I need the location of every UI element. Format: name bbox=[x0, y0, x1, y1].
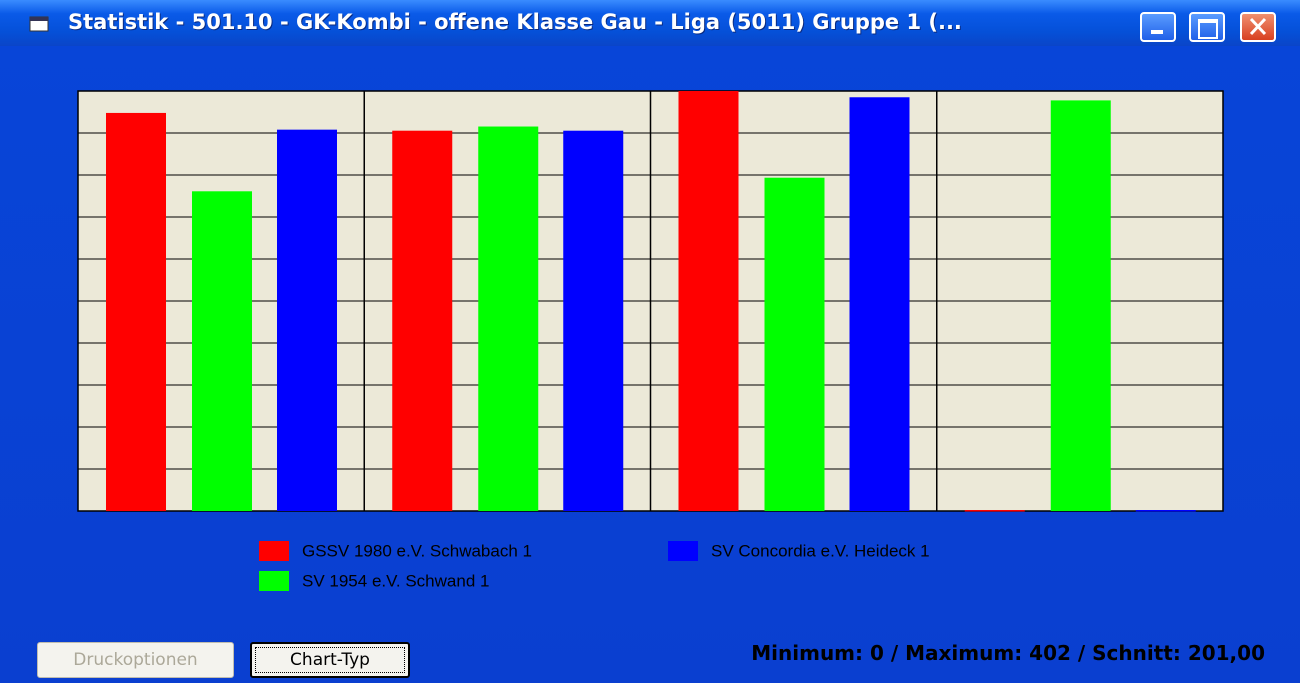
legend-swatch bbox=[259, 571, 289, 591]
bar bbox=[678, 91, 739, 511]
window-title: Statistik - 501.10 - GK-Kombi - offene K… bbox=[68, 10, 962, 34]
legend-label: GSSV 1980 e.V. Schwabach 1 bbox=[302, 541, 532, 560]
close-button[interactable] bbox=[1240, 12, 1276, 42]
bar bbox=[392, 130, 453, 512]
bar bbox=[764, 177, 825, 511]
maximize-button[interactable] bbox=[1189, 12, 1225, 42]
bar bbox=[1050, 100, 1111, 511]
title-bar: Statistik - 501.10 - GK-Kombi - offene K… bbox=[0, 0, 1300, 46]
bar bbox=[478, 126, 539, 511]
bar bbox=[106, 112, 166, 511]
legend-swatch bbox=[668, 541, 698, 561]
legend-label: SV Concordia e.V. Heideck 1 bbox=[711, 541, 930, 560]
chart-type-button[interactable]: Chart-Typ bbox=[250, 642, 410, 678]
bar bbox=[563, 130, 624, 512]
status-text: Minimum: 0 / Maximum: 402 / Schnitt: 201… bbox=[751, 641, 1265, 665]
close-icon bbox=[1249, 17, 1267, 36]
bar bbox=[964, 510, 1025, 512]
bar bbox=[192, 191, 252, 511]
bar bbox=[277, 129, 337, 511]
legend-label: SV 1954 e.V. Schwand 1 bbox=[302, 571, 489, 590]
minimize-button[interactable] bbox=[1140, 12, 1176, 42]
plot-border bbox=[77, 90, 1224, 512]
bar bbox=[849, 97, 910, 512]
bar bbox=[1135, 510, 1196, 512]
legend-swatch bbox=[259, 541, 289, 561]
app-icon bbox=[29, 16, 49, 32]
print-options-button[interactable]: Druckoptionen bbox=[37, 642, 234, 678]
